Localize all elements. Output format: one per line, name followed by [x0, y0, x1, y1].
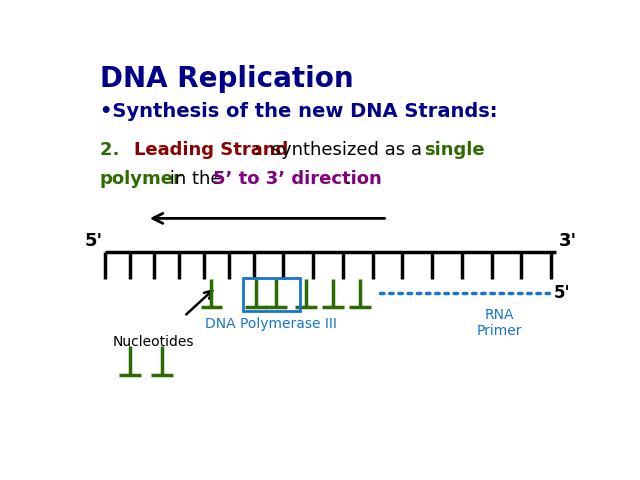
Text: DNA Polymerase III: DNA Polymerase III — [205, 317, 337, 331]
Text: single: single — [424, 141, 484, 159]
Text: •Synthesis of the new DNA Strands:: •Synthesis of the new DNA Strands: — [100, 102, 497, 121]
Text: :  synthesized as a: : synthesized as a — [254, 141, 474, 159]
Text: 5': 5' — [554, 285, 570, 302]
Text: polymer: polymer — [100, 170, 182, 188]
Bar — [243, 277, 300, 311]
Text: 5': 5' — [85, 232, 103, 250]
Text: RNA
Primer: RNA Primer — [476, 308, 522, 338]
Text: 2.: 2. — [100, 141, 144, 159]
Text: DNA Replication: DNA Replication — [100, 65, 353, 93]
Text: 5’ to 3’ direction: 5’ to 3’ direction — [213, 170, 382, 188]
Text: Leading Strand: Leading Strand — [134, 141, 289, 159]
Text: in the: in the — [164, 170, 227, 188]
Text: Nucleotides: Nucleotides — [112, 335, 194, 349]
Text: 3': 3' — [559, 232, 577, 250]
Text: .: . — [344, 170, 349, 188]
